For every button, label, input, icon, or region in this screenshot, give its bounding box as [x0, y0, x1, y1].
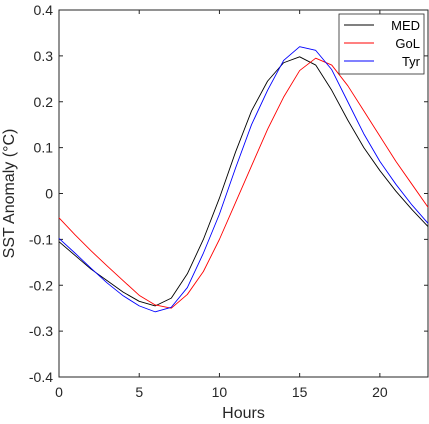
y-tick-label: -0.4 [29, 369, 53, 385]
y-tick-label: -0.2 [29, 277, 53, 293]
x-tick-label: 10 [212, 384, 228, 400]
y-tick-label: -0.3 [29, 323, 53, 339]
series-line-med [58, 56, 429, 307]
y-tick-label: 0 [45, 186, 53, 202]
y-tick-label: -0.1 [29, 231, 53, 247]
legend: MED GoL Tyr [338, 13, 425, 75]
x-tick-label: 5 [135, 384, 143, 400]
x-axis-title: Hours [222, 405, 265, 422]
y-axis-title: SST Anomaly (°C) [1, 129, 18, 259]
y-tick-label: 0.2 [34, 94, 54, 110]
series-line-gol [58, 57, 429, 309]
x-tick-label: 20 [372, 384, 388, 400]
y-tick-label: 0.4 [34, 2, 54, 18]
y-tick-label: 0.3 [34, 48, 54, 64]
series-line-tyr [58, 46, 429, 313]
legend-box [338, 13, 425, 75]
axis-ticks [58, 9, 428, 378]
legend-label-gol: GoL [395, 36, 420, 51]
series-lines [58, 46, 429, 313]
tick-labels: 0 5 10 15 20 -0.4 -0.3 -0.2 -0.1 0 0.1 0.2 0.3 0.4 [29, 2, 388, 400]
x-tick-label: 0 [55, 384, 63, 400]
legend-label-tyr: Tyr [402, 54, 421, 69]
legend-label-med: MED [391, 18, 420, 33]
x-tick-label: 15 [292, 384, 308, 400]
y-tick-label: 0.1 [34, 140, 54, 156]
